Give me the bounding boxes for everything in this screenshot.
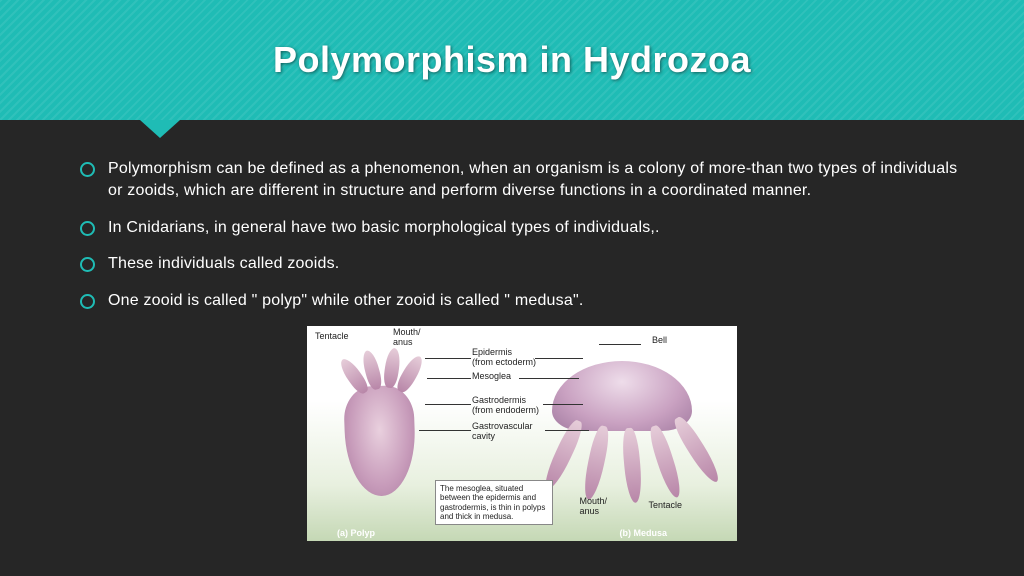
leader-line xyxy=(519,378,579,379)
leader-line xyxy=(545,430,589,431)
label-gastro-cavity: Gastrovascular cavity xyxy=(472,422,533,442)
leader-line xyxy=(419,430,471,431)
leader-line xyxy=(425,358,471,359)
diagram-caption: The mesoglea, situated between the epide… xyxy=(435,480,553,525)
polyp-medusa-diagram: Tentacle Mouth/ anus Epidermis (from ect… xyxy=(307,326,737,541)
subfigure-a-label: (a) Polyp xyxy=(337,528,375,538)
label-bell: Bell xyxy=(652,336,667,346)
label-mouth-anus-2: Mouth/ anus xyxy=(579,497,607,517)
bullet-item: These individuals called zooids. xyxy=(80,253,964,275)
slide-header: Polymorphism in Hydrozoa xyxy=(0,0,1024,120)
label-gastrodermis: Gastrodermis (from endoderm) xyxy=(472,396,539,416)
leader-line xyxy=(535,358,583,359)
leader-line xyxy=(427,378,471,379)
leader-line xyxy=(543,404,583,405)
subfigure-b-label: (b) Medusa xyxy=(619,528,667,538)
label-mesoglea: Mesoglea xyxy=(472,372,511,382)
label-epidermis: Epidermis (from ectoderm) xyxy=(472,348,536,368)
slide-title: Polymorphism in Hydrozoa xyxy=(273,39,751,81)
diagram-container: Tentacle Mouth/ anus Epidermis (from ect… xyxy=(80,326,964,541)
bullet-item: Polymorphism can be defined as a phenome… xyxy=(80,158,964,203)
slide-content: Polymorphism can be defined as a phenome… xyxy=(0,120,1024,541)
label-tentacle: Tentacle xyxy=(315,332,349,342)
leader-line xyxy=(425,404,471,405)
label-tentacle-2: Tentacle xyxy=(648,501,682,511)
bullet-item: One zooid is called " polyp" while other… xyxy=(80,290,964,312)
bullet-list: Polymorphism can be defined as a phenome… xyxy=(80,158,964,312)
leader-line xyxy=(599,344,641,345)
label-mouth-anus: Mouth/ anus xyxy=(393,328,421,348)
bullet-item: In Cnidarians, in general have two basic… xyxy=(80,217,964,239)
